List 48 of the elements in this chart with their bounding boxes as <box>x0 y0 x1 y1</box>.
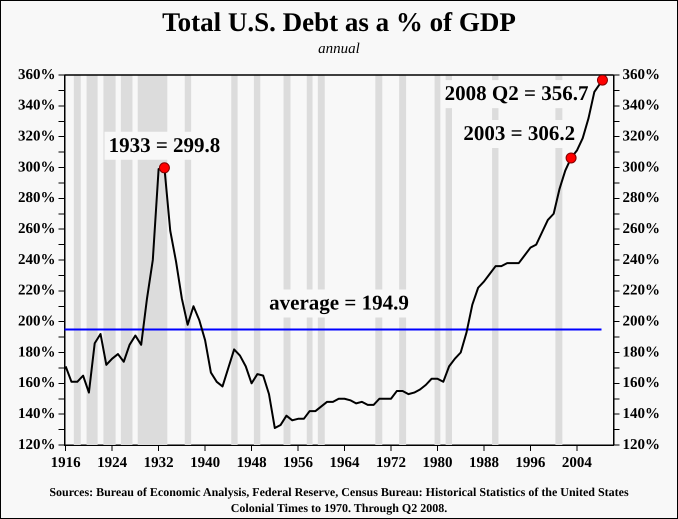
y-tick-label: 180% <box>18 344 56 360</box>
x-tick-label: 1964 <box>330 454 360 471</box>
annotation: 2008 Q2 = 356.7 <box>444 81 588 106</box>
y-tick-label: 300% <box>18 159 56 176</box>
chart-title: Total U.S. Debt as a % of GDP <box>161 7 517 38</box>
chart-subtitle: annual <box>317 41 361 58</box>
y2-tick-label: 200% <box>622 314 660 330</box>
y2-tick-label: 240% <box>622 252 660 268</box>
y2-tick-label: 260% <box>622 221 660 238</box>
y-tick-label: 260% <box>18 221 56 238</box>
y2-tick-label: 120% <box>622 436 660 453</box>
y2-tick-label: 280% <box>622 190 660 206</box>
y-tick-label: 320% <box>18 128 56 145</box>
y-tick-label: 160% <box>18 375 56 392</box>
y-tick-label: 340% <box>18 98 56 114</box>
x-tick-label: 1996 <box>515 454 546 471</box>
y-tick-label: 140% <box>18 406 56 422</box>
annotation: 2003 = 306.2 <box>463 120 576 145</box>
x-tick-label: 1988 <box>468 454 499 471</box>
y-tick-label: 220% <box>18 282 56 299</box>
y-tick-label: 200% <box>18 314 56 330</box>
point <box>566 152 577 164</box>
x-tick-label: 1916 <box>50 454 82 471</box>
y2-tick-label: 320% <box>622 128 660 145</box>
ref-line-label: average = 194.9 <box>269 290 409 315</box>
x-tick-label: 2004 <box>562 454 592 471</box>
y-tick-label: 240% <box>18 252 56 268</box>
point <box>596 75 608 86</box>
x-tick-label: 1972 <box>376 454 406 471</box>
x-tick-label: 1948 <box>236 454 267 471</box>
source-note: Sources: Bureau of Economic Analysis, Federal Reserve, Census Bureau: Historical Statistics of the United States Colonial Times to 1970. Through Q2 2008. <box>48 484 630 516</box>
annotation: 1933 = 299.8 <box>108 132 220 157</box>
y2-tick-label: 340% <box>622 98 660 114</box>
y-tick-label: 120% <box>18 436 56 453</box>
x-tick-label: 1940 <box>190 454 220 471</box>
y-tick-label: 280% <box>18 190 56 206</box>
y2-tick-label: 160% <box>622 375 660 392</box>
y2-tick-label: 220% <box>622 282 660 299</box>
y2-tick-label: 140% <box>622 406 660 422</box>
x-tick-label: 1980 <box>422 454 452 471</box>
point <box>158 162 170 174</box>
x-tick-label: 1924 <box>97 454 128 471</box>
x-tick-label: 1932 <box>144 454 174 471</box>
y2-tick-label: 300% <box>622 159 660 176</box>
y-tick-label: 360% <box>18 66 56 83</box>
y2-tick-label: 360% <box>622 66 660 83</box>
x-tick-label: 1956 <box>283 454 314 471</box>
y2-tick-label: 180% <box>622 344 660 360</box>
